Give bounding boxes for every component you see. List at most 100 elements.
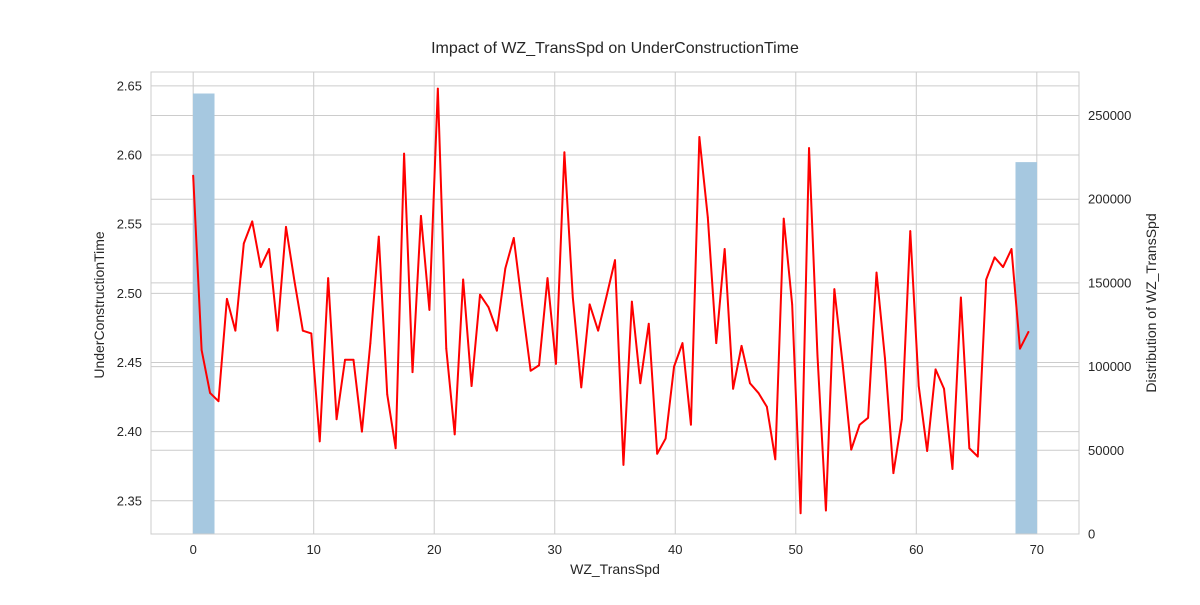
data-series-line (192, 87, 1030, 515)
data-point (301, 329, 304, 332)
data-point (614, 259, 616, 262)
data-point (462, 278, 465, 281)
x-tick-label: 70 (1030, 542, 1044, 557)
y2-tick-labels: 0 50000 100000 150000 200000 250000 (1088, 108, 1131, 541)
x-tick-label: 50 (789, 542, 803, 557)
y2-tick-label: 100000 (1088, 359, 1131, 374)
data-point (377, 235, 380, 238)
data-point (470, 385, 473, 387)
data-point (479, 293, 481, 296)
data-point (656, 452, 659, 455)
data-point (394, 447, 397, 450)
data-point (276, 329, 279, 332)
data-point (875, 271, 878, 274)
data-point (993, 256, 996, 259)
data-point (934, 368, 937, 371)
x-tick-label: 10 (306, 542, 320, 557)
data-point (318, 440, 321, 443)
data-point (192, 174, 195, 177)
data-point (563, 151, 566, 154)
data-point (403, 152, 405, 155)
y-tick-label: 2.40 (117, 424, 142, 439)
data-point (242, 242, 245, 245)
y-tick-labels: 2.35 2.40 2.45 2.50 2.55 2.60 2.65 (117, 78, 142, 508)
data-point (344, 358, 346, 361)
data-point (850, 448, 853, 451)
y-tick-label: 2.35 (117, 493, 142, 508)
data-point (698, 136, 701, 138)
data-point (529, 369, 532, 372)
x-tick-labels: 0 10 20 30 40 50 60 70 (190, 542, 1044, 557)
data-point (715, 342, 718, 345)
y2-tick-label: 200000 (1088, 192, 1131, 207)
y-tick-label: 2.65 (117, 78, 142, 93)
data-point (310, 332, 313, 335)
data-point (1027, 331, 1030, 333)
data-point (884, 357, 886, 360)
data-point (808, 147, 810, 149)
data-point (757, 392, 760, 394)
data-point (774, 458, 777, 461)
data-line (192, 87, 1030, 515)
data-point (335, 418, 338, 421)
data-point (782, 217, 785, 220)
chart-title: Impact of WZ_TransSpd on UnderConstructi… (431, 40, 799, 57)
data-point (749, 382, 751, 385)
data-point (951, 468, 954, 470)
data-point (791, 303, 794, 306)
histogram-bars (192, 93, 1038, 535)
data-point (673, 365, 675, 368)
data-point (1002, 266, 1004, 268)
data-point (268, 248, 271, 250)
data-point (706, 216, 709, 219)
data-point (858, 423, 861, 426)
data-point (867, 416, 869, 419)
data-point (555, 362, 557, 365)
y2-tick-label: 150000 (1088, 275, 1131, 290)
data-point (293, 279, 296, 282)
data-point (1019, 347, 1021, 350)
data-point (226, 297, 228, 300)
data-point (900, 418, 903, 421)
data-point (959, 296, 962, 299)
histogram-bar (192, 93, 215, 535)
data-point (234, 329, 237, 332)
data-point (251, 220, 254, 223)
data-point (428, 309, 431, 311)
data-point (538, 364, 540, 367)
data-point (799, 512, 802, 515)
data-point (816, 354, 819, 357)
data-point (976, 455, 979, 458)
y-tick-label: 2.60 (117, 147, 142, 162)
data-point (630, 300, 633, 303)
y2-tick-label: 250000 (1088, 108, 1131, 123)
data-point (420, 214, 422, 217)
histogram-bar (1015, 162, 1038, 535)
data-point (597, 329, 600, 332)
data-point (985, 278, 988, 281)
x-axis-title: WZ_TransSpd (570, 561, 660, 577)
data-point (825, 509, 827, 512)
data-point (285, 226, 287, 228)
data-point (259, 266, 262, 268)
data-point (546, 277, 549, 280)
data-point (580, 386, 583, 389)
data-point (386, 393, 389, 396)
data-point (209, 392, 211, 394)
y-tick-label: 2.45 (117, 355, 142, 370)
data-point (327, 277, 330, 280)
data-point (605, 295, 608, 297)
data-point (361, 430, 363, 433)
data-point (1010, 248, 1013, 250)
data-point (639, 382, 642, 385)
data-point (664, 437, 667, 440)
data-point (909, 230, 912, 232)
data-point (917, 385, 920, 387)
x-tick-label: 20 (427, 542, 441, 557)
data-point (521, 304, 524, 307)
data-point (512, 237, 515, 239)
data-point (588, 303, 591, 306)
data-point (436, 87, 439, 90)
data-point (833, 288, 836, 291)
